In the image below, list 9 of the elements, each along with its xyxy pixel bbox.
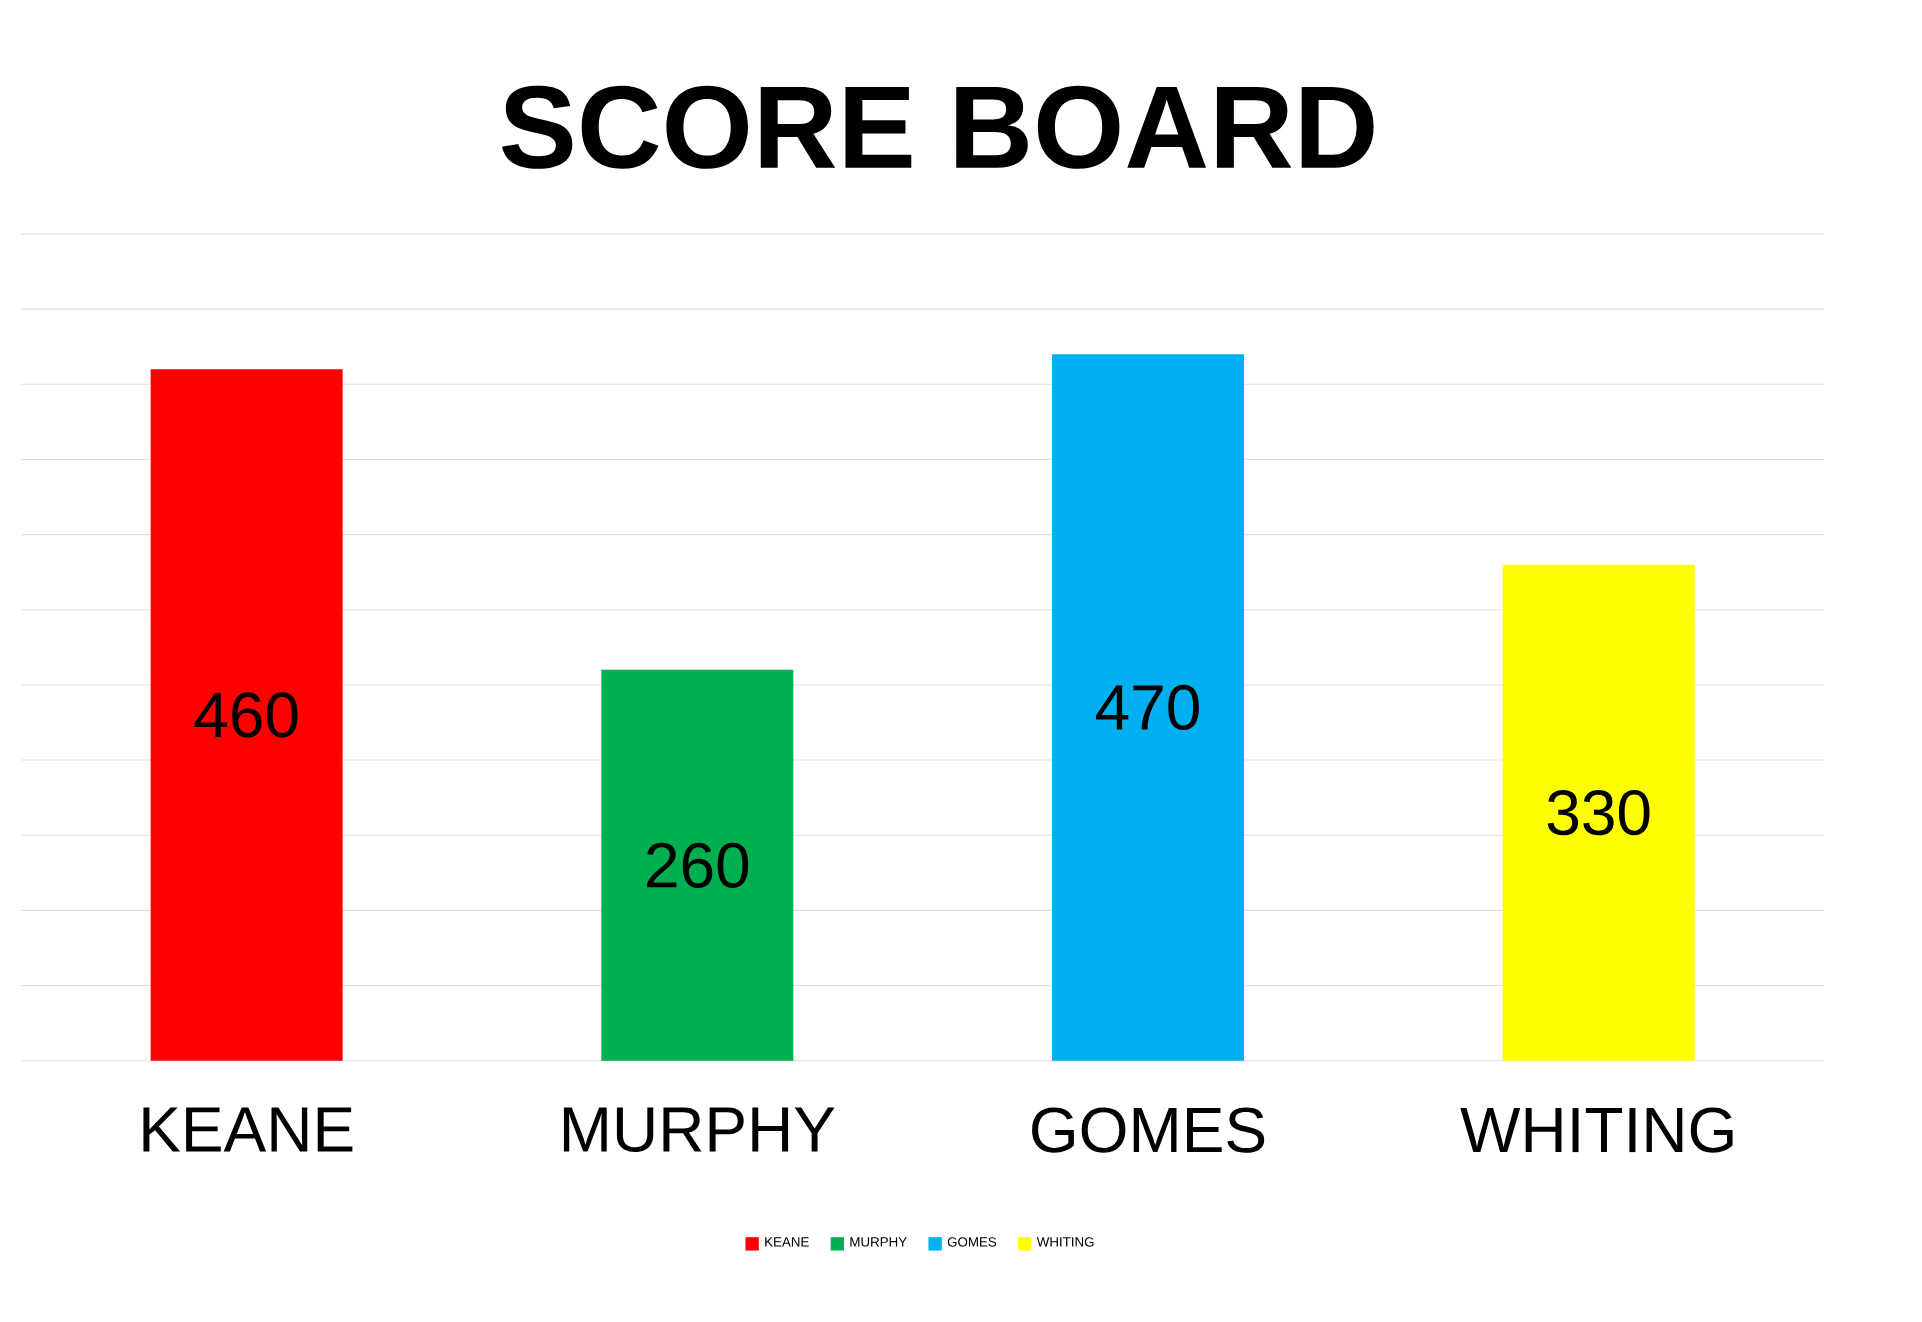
- chart-title: SCORE BOARD: [502, 85, 1374, 169]
- data-label: 330: [1547, 790, 1650, 836]
- x-tick-label: KEANE: [143, 1107, 353, 1152]
- x-tick-label: GOMES: [1032, 1107, 1265, 1153]
- data-label: 470: [1096, 684, 1199, 731]
- x-tick-label: WHITING: [1460, 1107, 1733, 1153]
- data-label: 460: [194, 692, 298, 738]
- data-label: 260: [647, 842, 749, 888]
- x-tick-label: MURPHY: [563, 1107, 835, 1153]
